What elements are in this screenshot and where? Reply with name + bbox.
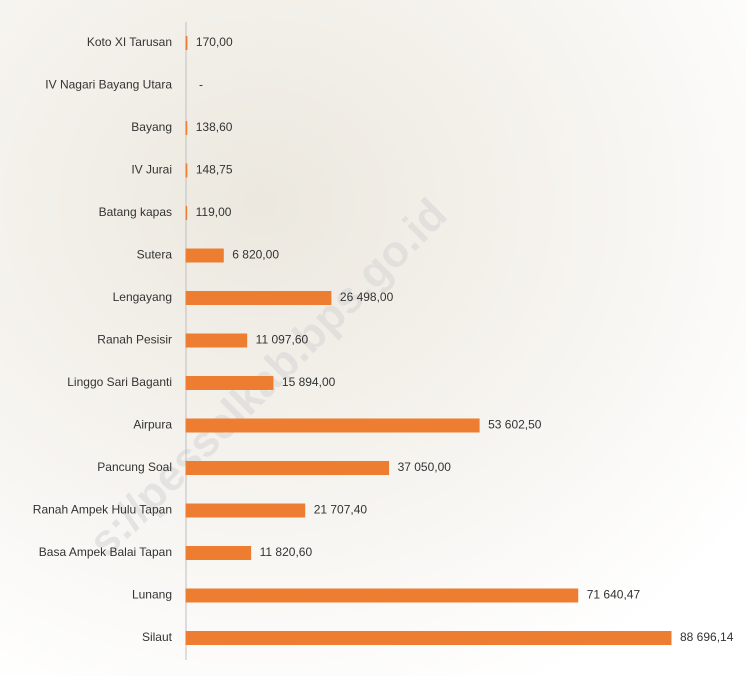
bar <box>185 333 248 348</box>
bar <box>185 418 480 433</box>
category-label: Linggo Sari Baganti <box>67 375 172 389</box>
value-label: 170,00 <box>196 35 233 49</box>
bar <box>185 588 579 603</box>
bar <box>185 36 188 50</box>
bar <box>185 461 390 475</box>
value-label: 53 602,50 <box>488 418 542 432</box>
category-label: Basa Ampek Balai Tapan <box>39 545 172 559</box>
value-label: 11 097,60 <box>256 333 309 347</box>
value-label: 15 894,00 <box>282 375 336 389</box>
value-label: 11 820,60 <box>260 545 313 559</box>
category-label: Silaut <box>142 630 173 644</box>
bar <box>185 163 188 178</box>
value-label: 71 640,47 <box>587 588 641 602</box>
category-label: Sutera <box>137 248 173 262</box>
category-label: IV Jurai <box>131 163 172 177</box>
category-label: Koto XI Tarusan <box>87 35 172 49</box>
category-label: Pancung Soal <box>97 460 172 474</box>
category-label: Airpura <box>133 418 172 432</box>
category-label: Bayang <box>131 120 172 134</box>
value-label: 21 707,40 <box>314 503 368 517</box>
bar <box>185 376 274 390</box>
bar <box>185 206 188 220</box>
value-label: 138,60 <box>196 120 233 134</box>
value-label: 148,75 <box>196 163 233 177</box>
bar <box>185 503 306 518</box>
value-label: 88 696,14 <box>680 630 734 644</box>
category-label: IV Nagari Bayang Utara <box>45 78 172 92</box>
bar <box>185 248 224 263</box>
value-label: 37 050,00 <box>398 460 452 474</box>
category-label: Lengayang <box>113 290 172 304</box>
value-label: - <box>199 78 203 92</box>
category-label: Ranah Pesisir <box>97 333 172 347</box>
category-label: Batang kapas <box>99 205 172 219</box>
bar <box>185 631 672 645</box>
bar <box>185 291 332 305</box>
value-label: 6 820,00 <box>232 248 279 262</box>
category-label: Ranah Ampek Hulu Tapan <box>33 503 172 517</box>
category-label: Lunang <box>132 588 172 602</box>
value-label: 119,00 <box>196 205 232 219</box>
bar <box>185 121 188 135</box>
value-label: 26 498,00 <box>340 290 394 304</box>
bar <box>185 546 252 560</box>
